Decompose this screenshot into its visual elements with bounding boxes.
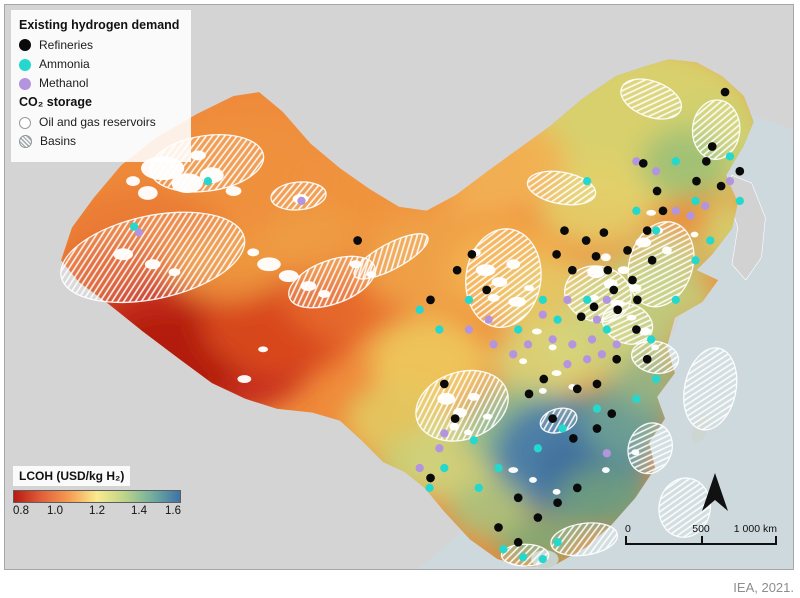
scale-bar: 0 500 1 000 km [625, 523, 777, 545]
legend-item-ammonia: Ammonia [19, 56, 179, 71]
legend-storage-title: CO₂ storage [19, 95, 92, 110]
basins-layer [60, 78, 741, 567]
legend-label-basins: Basins [40, 134, 77, 149]
refineries-dot-icon [19, 39, 31, 52]
neighbor-land-north [556, 5, 793, 130]
oil-gas-reservoir-dot-icon [19, 116, 31, 129]
colorbar-tick: 1.6 [165, 505, 181, 517]
hydrogen-demand-points-layer [129, 87, 745, 564]
methanol-dot-icon [19, 77, 31, 90]
scale-bar-labels: 0 500 1 000 km [625, 523, 777, 536]
legend-item-basins: Basins [19, 134, 179, 149]
scale-label-0: 0 [625, 523, 631, 535]
legend-label-reservoirs: Oil and gas reservoirs [39, 115, 156, 130]
attribution: IEA, 2021. [733, 580, 794, 595]
scale-label-1000km: 1 000 km [733, 523, 777, 535]
colorbar-tick: 1.0 [47, 505, 63, 517]
colorbar-tick: 1.2 [89, 505, 105, 517]
lcoh-colorbar: LCOH (USD/kg H₂) 0.8 1.0 1.2 1.4 1.6 [13, 466, 198, 519]
legend-label-refineries: Refineries [39, 37, 94, 52]
scale-label-500: 500 [692, 523, 710, 535]
legend-demand-title: Existing hydrogen demand [19, 18, 180, 32]
scale-bar-line [625, 536, 777, 545]
colorbar-title: LCOH (USD/kg H₂) [13, 466, 131, 486]
north-arrow-icon [702, 473, 728, 511]
map-legend: Existing hydrogen demand Refineries Ammo… [11, 10, 192, 163]
basins-hatch-icon [19, 135, 32, 149]
colorbar-tick: 1.4 [131, 505, 147, 517]
legend-item-reservoirs: Oil and gas reservoirs [19, 115, 179, 130]
legend-label-ammonia: Ammonia [39, 56, 90, 71]
map-frame: Existing hydrogen demand Refineries Ammo… [4, 4, 794, 570]
legend-item-refineries: Refineries [19, 37, 179, 52]
china-lcoh-map [5, 5, 793, 569]
colorbar-gradient [13, 490, 181, 503]
colorbar-tick: 0.8 [13, 505, 29, 517]
ammonia-dot-icon [19, 58, 31, 71]
colorbar-ticks: 0.8 1.0 1.2 1.4 1.6 [13, 505, 181, 519]
legend-label-methanol: Methanol [39, 76, 89, 91]
legend-item-methanol: Methanol [19, 76, 179, 91]
